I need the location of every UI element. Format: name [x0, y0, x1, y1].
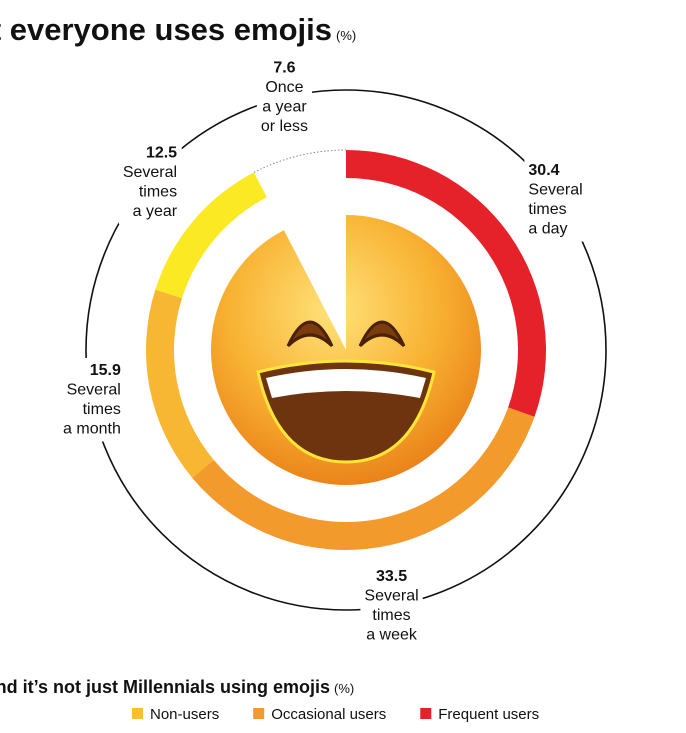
category-label: Several [528, 182, 582, 199]
legend-swatch [420, 708, 432, 719]
category-label: Several [364, 587, 418, 604]
legend-swatch [132, 708, 143, 719]
data-label: 30.4 Several times a day [524, 158, 587, 242]
value-label: 7.6 [273, 59, 295, 76]
label-bg [118, 140, 182, 225]
category-label: a year [262, 98, 307, 115]
value-label: 30.4 [528, 162, 559, 179]
value-label: 12.5 [146, 145, 177, 162]
data-label: 33.5 Several times a week [360, 563, 423, 648]
emoji-eye [358, 320, 406, 348]
category-label: times [528, 201, 566, 218]
data-label: 12.5 Several times a year [118, 140, 182, 225]
category-label: times [83, 401, 121, 418]
label-bg [524, 158, 587, 242]
category-label: Once [265, 79, 303, 96]
footer-title: ... And it’s not just Millennials using … [0, 677, 330, 697]
data-label: 15.9 Several times a month [59, 357, 125, 442]
donut-segment [346, 150, 547, 417]
legend-label: Non-users [150, 706, 219, 723]
category-label: or less [261, 118, 308, 135]
outer-ring [85, 89, 607, 611]
donut-segment [253, 150, 346, 198]
label-bg [256, 55, 313, 139]
category-label: times [139, 184, 177, 201]
emoji-teeth [266, 369, 426, 398]
donut-segment [146, 289, 214, 478]
donut-segment [155, 172, 267, 299]
label-bg [59, 357, 125, 442]
legend-label: Frequent users [438, 706, 539, 723]
chart-unit: (%) [336, 28, 356, 43]
emoji-cut [281, 210, 346, 350]
donut-segment [192, 407, 535, 551]
label-bg [360, 563, 423, 648]
footer-unit: (%) [334, 681, 354, 696]
chart-title: Almost everyone uses emojis [0, 12, 332, 47]
category-label: a month [63, 420, 121, 437]
value-label: 15.9 [90, 362, 121, 379]
data-label: 7.6 Once a year or less [256, 55, 313, 139]
category-label: a day [528, 221, 567, 238]
category-label: Several [123, 164, 177, 181]
category-label: a year [133, 203, 178, 220]
category-label: times [372, 607, 410, 624]
category-label: a week [366, 626, 418, 643]
legend-swatch [253, 708, 265, 719]
category-label: Several [67, 381, 121, 398]
legend-label: Occasional users [271, 706, 386, 723]
emoji-eye [286, 320, 334, 348]
value-label: 33.5 [376, 568, 407, 585]
